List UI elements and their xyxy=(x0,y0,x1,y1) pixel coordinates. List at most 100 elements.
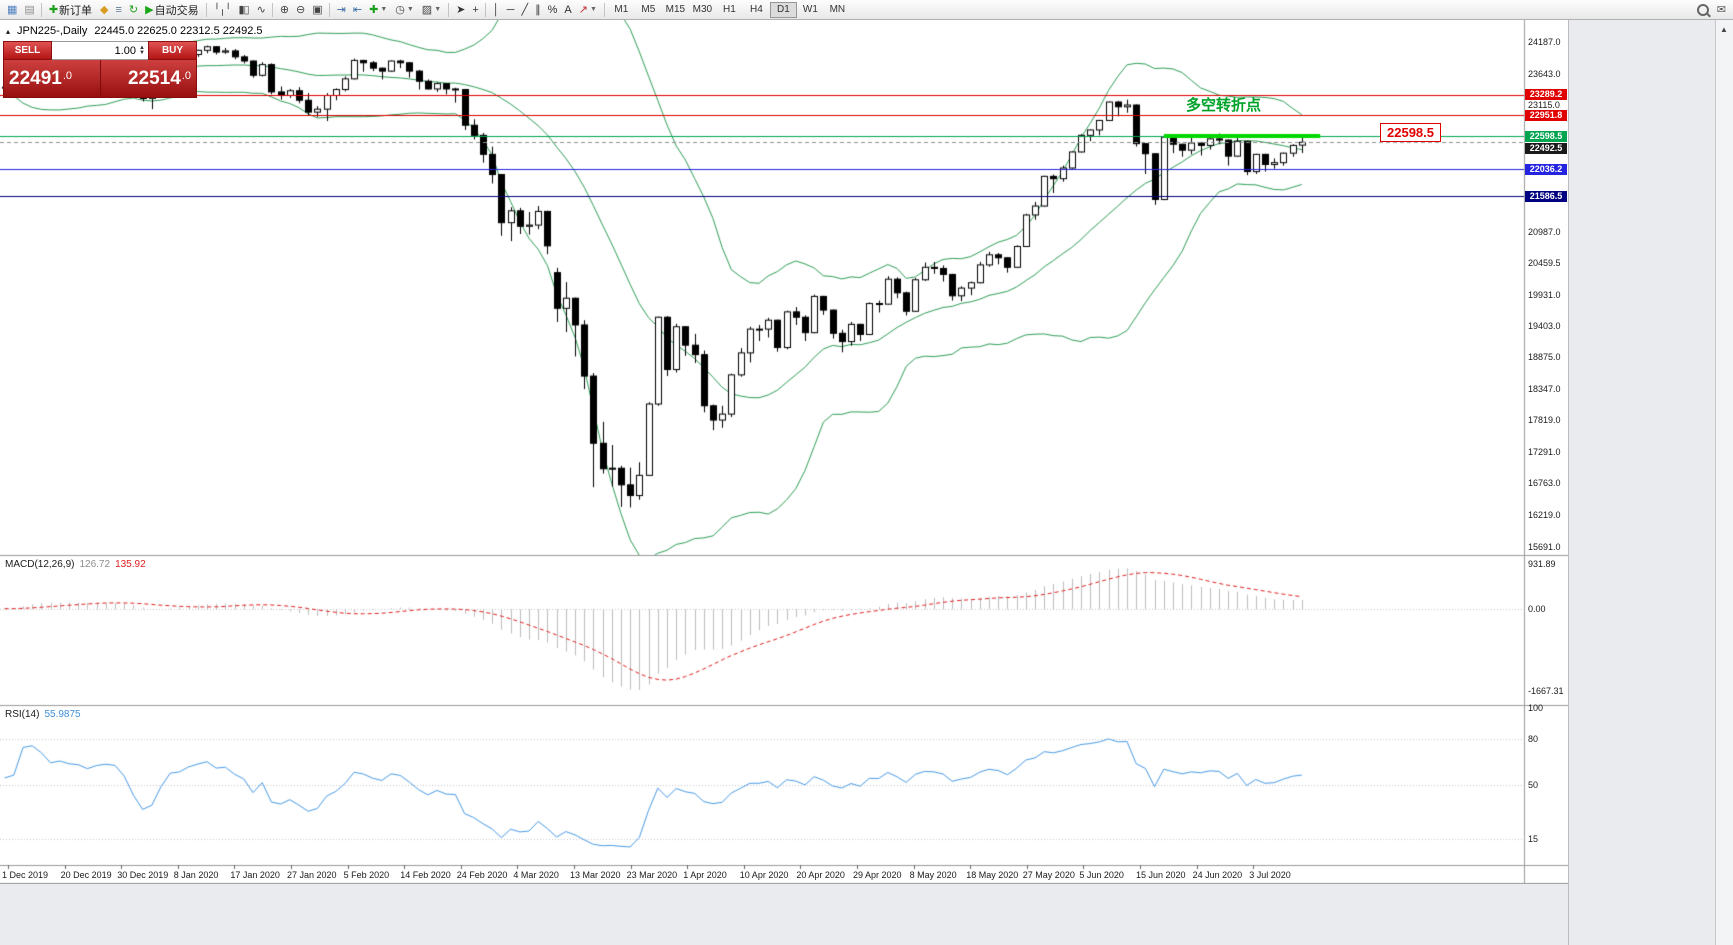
price-level-callout[interactable]: 22598.5 xyxy=(1380,123,1441,142)
fibonacci-icon[interactable]: % xyxy=(544,1,561,19)
date-label: 8 Jan 2020 xyxy=(173,870,219,880)
timeframe-m1[interactable]: M1 xyxy=(608,2,635,18)
date-label: 20 Apr 2020 xyxy=(796,870,845,880)
dock-scrollbar[interactable]: ▲ xyxy=(1715,20,1733,945)
price-tick-label: 16219.0 xyxy=(1528,510,1561,521)
ohlc-values: 22445.0 22625.0 22312.5 22492.5 xyxy=(94,25,263,37)
date-label: 1 Dec 2019 xyxy=(2,870,49,880)
price-tick-label: 23643.0 xyxy=(1528,68,1561,79)
toolbar-separator xyxy=(205,2,207,17)
timeframe-mn[interactable]: MN xyxy=(824,2,851,18)
text-icon[interactable]: A xyxy=(560,1,574,19)
timeframe-m30[interactable]: M30 xyxy=(689,2,716,18)
horizontal-line-icon[interactable]: ─ xyxy=(503,1,518,19)
indicators-icon[interactable]: ◆ xyxy=(96,1,111,19)
cursor-icon[interactable]: ➤ xyxy=(452,1,468,19)
depth-of-market-icon[interactable]: ≡ xyxy=(112,1,125,19)
date-label: 10 Apr 2020 xyxy=(739,870,789,880)
symbol-period-label: JPN225-,Daily xyxy=(17,25,88,37)
rsi-tick-label: 100 xyxy=(1528,703,1544,713)
candlestick-icon[interactable]: ▮▯ xyxy=(234,1,252,19)
timeframe-w1[interactable]: W1 xyxy=(797,2,824,18)
date-label: 5 Jun 2020 xyxy=(1079,870,1124,880)
date-label: 5 Feb 2020 xyxy=(343,870,390,880)
vertical-line-icon[interactable]: │ xyxy=(489,1,503,19)
rsi-indicator-label: RSI(14) 55.9875 xyxy=(5,709,81,720)
chart-overlay: 24187.023643.023115.022587.022059.021531… xyxy=(0,20,1568,884)
indicators-list-icon[interactable]: ✚ ▼ xyxy=(365,1,391,19)
price-tick-label: 23115.0 xyxy=(1528,100,1560,111)
rsi-tick-label: 50 xyxy=(1528,780,1539,790)
chart-title: ▴ JPN225-,Daily 22445.0 22625.0 22312.5 … xyxy=(6,25,263,37)
community-icon[interactable]: ✉ xyxy=(1713,1,1730,19)
date-label: 17 Jan 2020 xyxy=(230,870,280,880)
date-label: 24 Feb 2020 xyxy=(456,870,508,880)
new-order-button[interactable]: ✚ 新订单 xyxy=(45,1,96,19)
sell-price-value: 22491 xyxy=(9,68,62,89)
date-label: 27 Jan 2020 xyxy=(287,870,337,880)
price-line-label: 21586.5 xyxy=(1525,190,1567,202)
lot-size-value: 1.00 xyxy=(114,44,137,57)
line-chart-icon[interactable]: ∿ xyxy=(253,1,269,19)
templates-icon[interactable]: ▨ ▼ xyxy=(418,1,445,19)
macd-tick-label: -1667.31 xyxy=(1528,685,1564,696)
lot-increase-icon[interactable]: ▲ xyxy=(139,44,145,51)
toolbar-separator xyxy=(271,2,273,17)
crosshair-icon[interactable]: + xyxy=(468,1,481,19)
lot-decrease-icon[interactable]: ▼ xyxy=(139,49,145,56)
trendline-icon[interactable]: ╱ xyxy=(517,1,531,19)
sell-price-button[interactable]: 22491 .0 xyxy=(4,60,100,97)
autotrading-button[interactable]: ▶ 自动交易 xyxy=(141,1,202,19)
arrow-icon[interactable]: ↗ ▼ xyxy=(575,1,601,19)
tile-windows-icon[interactable]: ▣ xyxy=(308,1,325,19)
zoom-out-icon[interactable]: ⊖ xyxy=(292,1,308,19)
scroll-up-icon[interactable]: ▲ xyxy=(1720,25,1728,34)
buy-button[interactable]: BUY xyxy=(148,41,197,60)
lot-size-field[interactable]: 1.00 ▲ ▼ xyxy=(52,41,148,60)
buy-price-fraction: .0 xyxy=(181,69,191,82)
auto-scroll-icon[interactable]: ⇥ xyxy=(333,1,349,19)
timeframe-m5[interactable]: M5 xyxy=(635,2,662,18)
timeframe-h4[interactable]: H4 xyxy=(743,2,770,18)
zoom-in-icon[interactable]: ⊕ xyxy=(276,1,292,19)
refresh-icon[interactable]: ↻ xyxy=(125,1,141,19)
date-label: 27 May 2020 xyxy=(1022,870,1075,880)
timeframe-h1[interactable]: H1 xyxy=(716,2,743,18)
date-label: 8 May 2020 xyxy=(909,870,957,880)
price-tick-label: 19403.0 xyxy=(1528,320,1561,331)
toolbar-separator xyxy=(484,2,486,17)
chart-window: 24187.023643.023115.022587.022059.021531… xyxy=(0,20,1568,884)
price-tick-label: 18347.0 xyxy=(1528,383,1561,394)
turning-point-annotation[interactable]: 多空转折点 xyxy=(1186,97,1262,114)
price-tick-label: 24187.0 xyxy=(1528,36,1561,47)
macd-indicator-label: MACD(12,26,9) 126.72 135.92 xyxy=(5,559,146,570)
date-label: 24 Jun 2020 xyxy=(1192,870,1243,880)
oct-toggle-icon[interactable]: ▴ xyxy=(6,26,11,36)
price-tick-label: 16763.0 xyxy=(1528,477,1561,488)
buy-price-button[interactable]: 22514 .0 xyxy=(99,60,197,97)
periods-icon[interactable]: ◷ ▼ xyxy=(391,1,418,19)
date-label: 15 Jun 2020 xyxy=(1136,870,1186,880)
date-label: 3 Jul 2020 xyxy=(1249,870,1291,880)
sell-price-fraction: .0 xyxy=(62,69,73,82)
price-line-label: 22492.5 xyxy=(1525,142,1567,154)
buy-price-value: 22514 xyxy=(127,68,181,89)
timeframe-d1[interactable]: D1 xyxy=(769,1,797,18)
channel-icon[interactable]: ∥ xyxy=(531,1,544,19)
profiles-icon[interactable]: ▤ xyxy=(20,1,37,19)
date-label: 1 Apr 2020 xyxy=(683,870,727,880)
sell-button[interactable]: SELL xyxy=(3,41,52,60)
bar-chart-icon[interactable]: ╵╷╵ xyxy=(210,1,235,19)
toolbar-separator xyxy=(603,2,605,17)
chart-shift-icon[interactable]: ⇤ xyxy=(349,1,365,19)
date-label: 4 Mar 2020 xyxy=(513,870,559,880)
right-dock-area: ▲ xyxy=(1568,20,1733,945)
timeframe-m15[interactable]: M15 xyxy=(662,2,689,18)
price-tick-label: 15691.0 xyxy=(1528,541,1561,552)
search-icon[interactable] xyxy=(1693,1,1713,19)
price-line-label: 22951.8 xyxy=(1525,109,1567,121)
price-chart-canvas[interactable] xyxy=(0,20,1568,884)
new-chart-icon[interactable]: ▦ xyxy=(3,1,20,19)
macd-tick-label: 931.89 xyxy=(1528,558,1556,569)
price-tick-label: 20459.5 xyxy=(1528,258,1561,269)
